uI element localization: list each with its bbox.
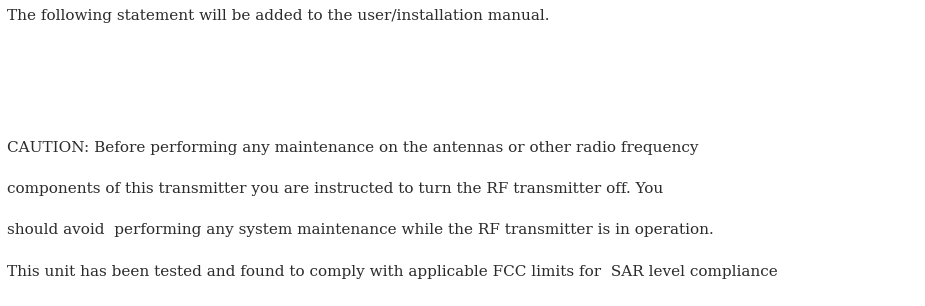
Text: This unit has been tested and found to comply with applicable FCC limits for  SA: This unit has been tested and found to c… [7, 265, 778, 279]
Text: components of this transmitter you are instructed to turn the RF transmitter off: components of this transmitter you are i… [7, 182, 663, 196]
Text: The following statement will be added to the user/installation manual.: The following statement will be added to… [7, 9, 549, 23]
Text: CAUTION: Before performing any maintenance on the antennas or other radio freque: CAUTION: Before performing any maintenan… [7, 141, 699, 155]
Text: should avoid  performing any system maintenance while the RF transmitter is in o: should avoid performing any system maint… [7, 223, 714, 237]
